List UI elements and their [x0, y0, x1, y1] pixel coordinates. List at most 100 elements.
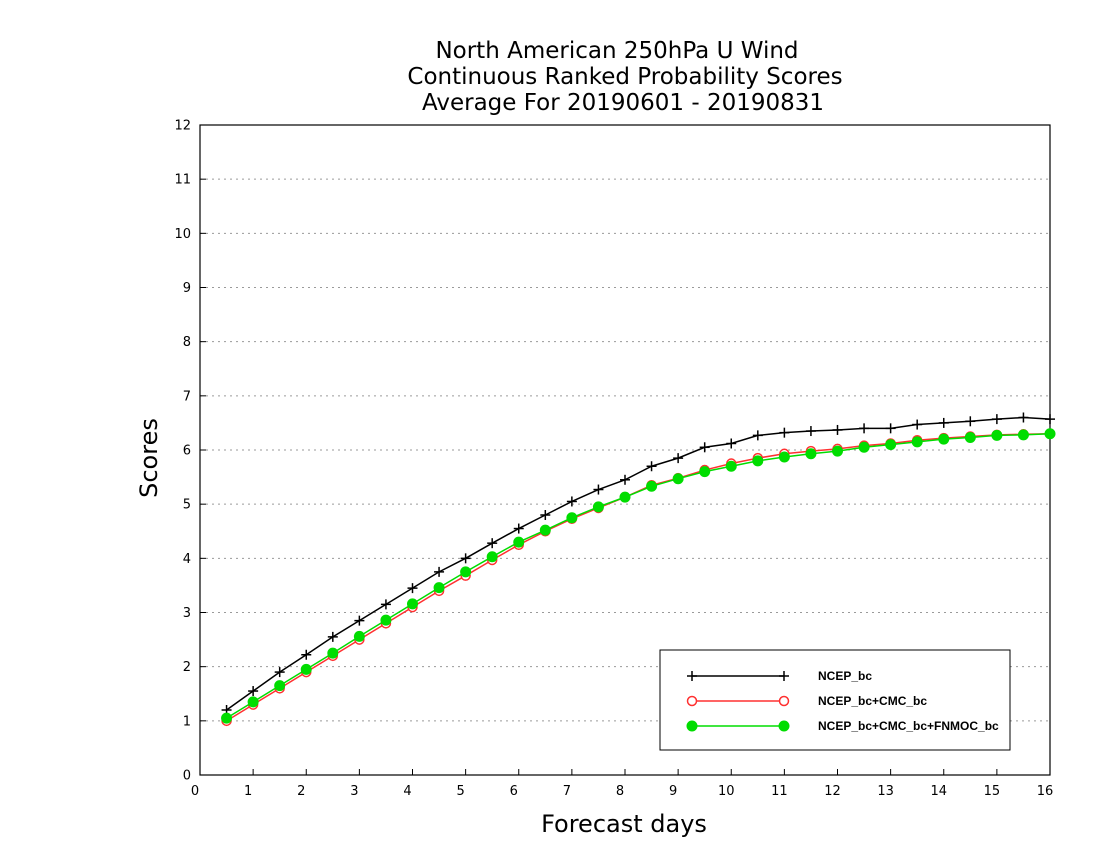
data-point: [620, 474, 630, 485]
data-point: [247, 696, 259, 708]
data-point: [752, 455, 764, 467]
data-point: [885, 423, 896, 434]
data-point: [566, 512, 578, 524]
y-tick-label: 9: [183, 281, 191, 296]
data-point: [646, 480, 658, 492]
data-point: [407, 583, 418, 594]
y-tick-label: 4: [183, 552, 191, 567]
data-point: [486, 551, 498, 563]
data-point: [434, 566, 445, 577]
x-tick-label: 11: [771, 784, 788, 799]
y-tick-label: 0: [183, 769, 191, 784]
data-point: [938, 433, 950, 445]
data-point: [805, 426, 816, 437]
legend-label: NCEP_bc: [818, 669, 872, 683]
data-point: [1018, 412, 1029, 423]
y-tick-label: 12: [174, 119, 191, 134]
data-point: [487, 538, 498, 549]
data-point: [248, 686, 259, 697]
data-point: [991, 429, 1003, 441]
series: [221, 412, 1056, 727]
y-tick-label: 5: [183, 498, 191, 513]
data-point: [221, 712, 233, 724]
data-point: [566, 496, 577, 507]
data-point: [912, 419, 923, 430]
data-point: [911, 436, 923, 448]
data-point: [1017, 429, 1029, 441]
legend-marker: [779, 671, 789, 681]
data-point: [354, 615, 365, 626]
x-tick-label: 6: [510, 784, 518, 799]
data-point: [964, 432, 976, 444]
x-tick-label: 10: [718, 784, 735, 799]
data-point: [858, 441, 870, 453]
x-tick-label: 0: [191, 784, 199, 799]
x-tick-label: 8: [616, 784, 624, 799]
y-tick-label: 6: [183, 444, 191, 459]
x-tick-label: 16: [1037, 784, 1054, 799]
data-point: [832, 424, 843, 435]
data-point: [539, 524, 551, 536]
legend-label: NCEP_bc+CMC_bc: [818, 694, 927, 708]
legend: NCEP_bc NCEP_bc+CMC_bc NCEP_bc+CMC_bc+FNMO…: [659, 649, 1011, 751]
title-line-1: North American 250hPa U Wind: [435, 38, 798, 64]
x-tick-label: 9: [669, 784, 677, 799]
y-tick-label: 3: [183, 606, 191, 621]
y-tick-label: 11: [174, 173, 191, 188]
data-point: [274, 680, 286, 692]
legend-marker: [778, 695, 790, 707]
x-tick-label: 4: [403, 784, 411, 799]
x-tick-label: 12: [824, 784, 841, 799]
data-point: [859, 423, 870, 434]
data-point: [433, 582, 445, 594]
legend-marker: [778, 720, 790, 732]
data-point: [779, 427, 790, 438]
x-tick-label: 5: [456, 784, 464, 799]
legend-marker: [687, 671, 697, 681]
data-point: [327, 631, 338, 642]
x-tick-label: 3: [350, 784, 358, 799]
data-point: [646, 461, 657, 472]
series-0: [221, 412, 1055, 715]
y-tick-label: 1: [183, 714, 191, 729]
data-point: [301, 649, 312, 660]
data-point: [1044, 428, 1056, 440]
data-point: [380, 599, 391, 610]
data-point: [619, 491, 631, 503]
legend-box: [659, 649, 1011, 751]
data-point: [778, 451, 790, 463]
x-tick-label: 15: [984, 784, 1001, 799]
data-point: [513, 536, 525, 548]
data-point: [274, 667, 285, 678]
data-point: [699, 442, 710, 453]
data-point: [592, 501, 604, 513]
y-tick-label: 10: [174, 227, 191, 242]
title-line-2: Continuous Ranked Probability Scores: [407, 64, 842, 90]
data-point: [672, 473, 684, 485]
data-point: [938, 417, 949, 428]
data-point: [1045, 414, 1055, 425]
data-point: [327, 647, 339, 659]
data-point: [407, 598, 418, 610]
y-tick-label: 7: [183, 389, 191, 404]
x-axis-title: Forecast days: [541, 810, 707, 838]
y-tick-label: 8: [183, 335, 191, 350]
data-point: [965, 416, 976, 427]
data-point: [353, 630, 365, 642]
title-line-3: Average For 20190601 - 20190831: [422, 90, 824, 116]
x-tick-label: 1: [244, 784, 252, 799]
data-point: [832, 445, 843, 457]
legend-marker: [686, 720, 698, 732]
legend-marker: [686, 695, 698, 707]
data-point: [885, 439, 897, 451]
chart-title: North American 250hPa U Wind Continuous …: [407, 38, 842, 116]
x-tick-label: 2: [297, 784, 305, 799]
legend-label: NCEP_bc+CMC_bc+FNMOC_bc: [818, 719, 999, 733]
y-tick-label: 2: [183, 660, 191, 675]
data-point: [513, 523, 524, 534]
x-tick-label: 14: [930, 784, 947, 799]
data-point: [540, 510, 551, 520]
x-tick-label: 7: [563, 784, 571, 799]
